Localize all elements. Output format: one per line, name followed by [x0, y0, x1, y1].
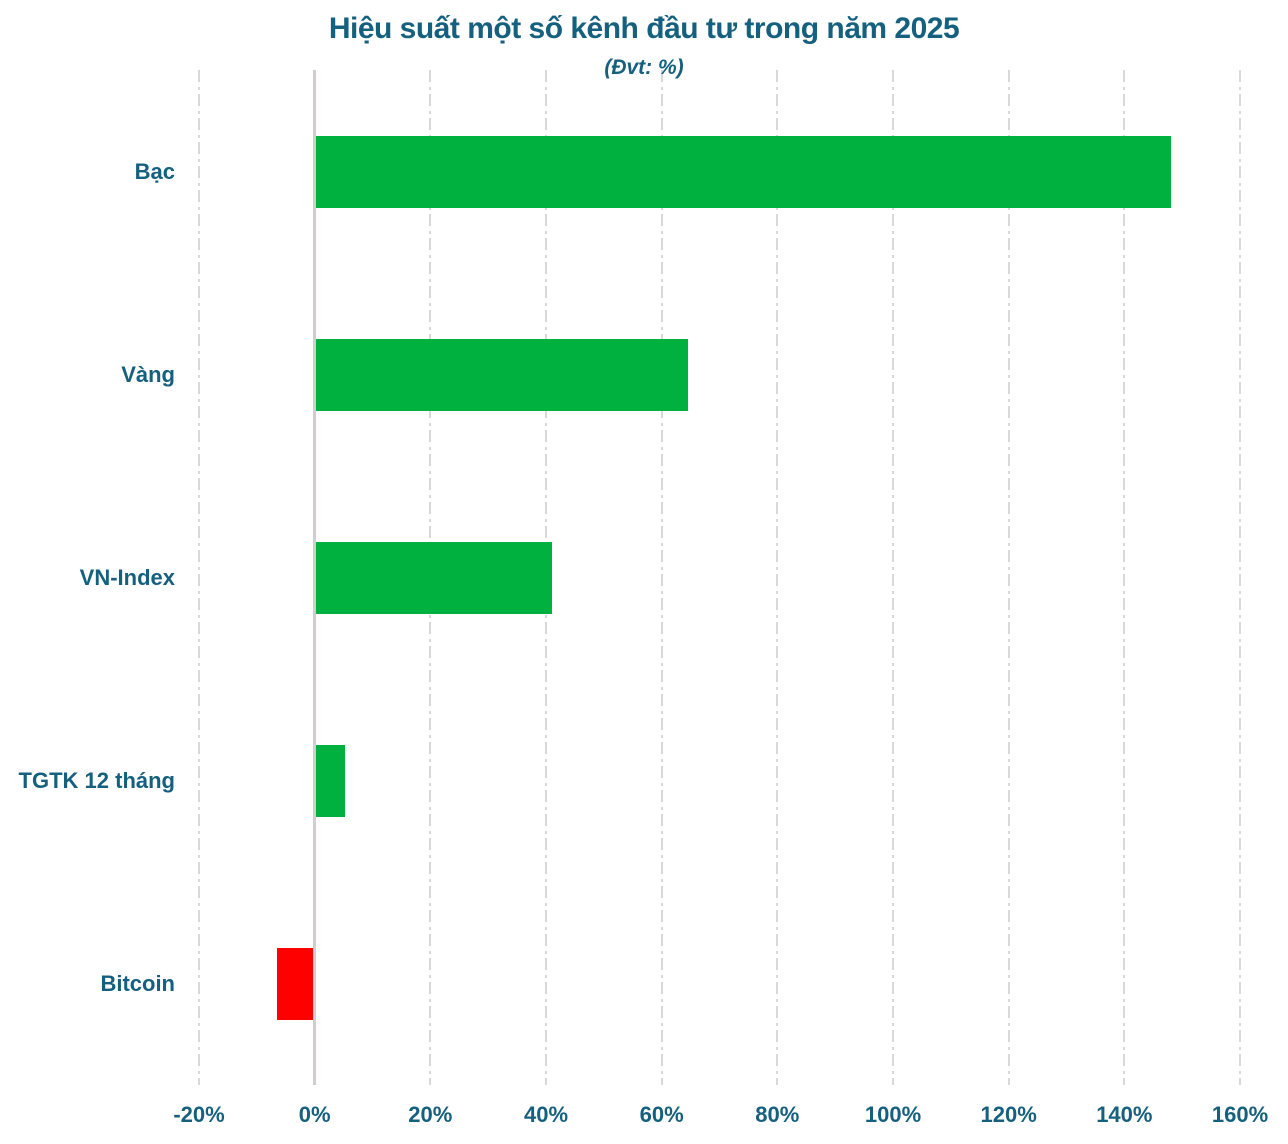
gridline--20% [198, 70, 200, 1085]
chart-title: Hiệu suất một số kênh đầu tư trong năm 2… [328, 12, 960, 45]
x-axis-tick-label-40: 40% [523, 1102, 569, 1127]
category-label-vn-index: VN-Index [79, 564, 175, 590]
x-axis-tick-label-140: 140% [1096, 1102, 1153, 1127]
category-label-tgtk-12-thang: TGTK 12 tháng [18, 767, 175, 793]
x-axis-tick-label-120: 120% [980, 1102, 1037, 1127]
gridline-120% [1007, 70, 1010, 1085]
x-axis-tick-label-0: 0% [298, 1102, 331, 1127]
category-label-bac: Bạc [134, 158, 175, 184]
plot-area [198, 70, 1241, 1085]
gridline-80% [776, 70, 779, 1085]
x-axis-tick-label-20: 20% [408, 1102, 453, 1127]
gridline-100% [892, 70, 894, 1085]
bar-bac [314, 135, 1171, 208]
bar-vn-index [314, 541, 552, 614]
gridline-140% [1123, 70, 1126, 1085]
gridline-60% [660, 70, 663, 1085]
gridline-160% [1239, 70, 1241, 1085]
x-axis-tick-label-100: 100% [864, 1102, 922, 1127]
bar-vang [314, 338, 688, 411]
category-label-vang: Vàng [121, 361, 175, 387]
bar-bitcoin [277, 947, 315, 1020]
x-axis-tick-label-60: 60% [639, 1102, 684, 1127]
zero-axis-line [313, 70, 317, 1085]
bar-tgtk-12-thang [314, 744, 346, 817]
x-axis-tick-label-20: -20% [173, 1102, 225, 1127]
x-axis-tick-label-160: 160% [1211, 1102, 1269, 1127]
x-axis-tick-label-80: 80% [755, 1102, 800, 1127]
category-label-bitcoin: Bitcoin [100, 970, 175, 996]
chart-subtitle: (Đvt: %) [604, 56, 684, 79]
